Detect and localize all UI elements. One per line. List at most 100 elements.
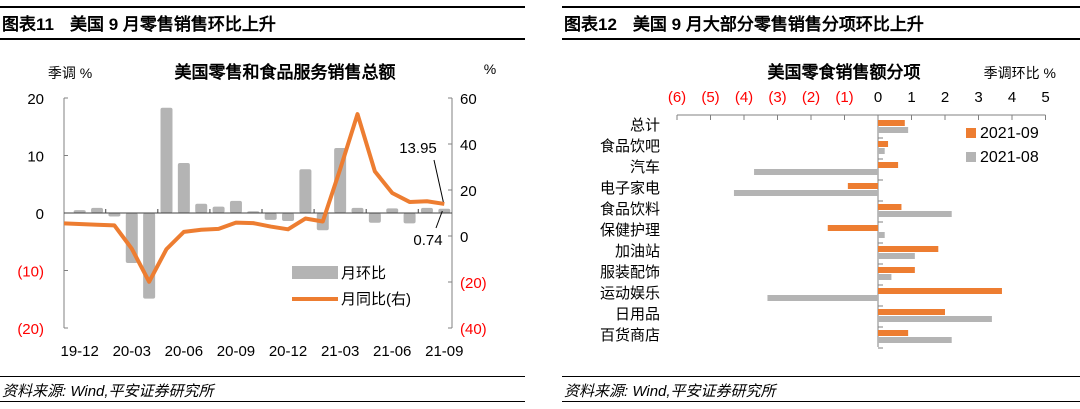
x-tick-label: 4 (1008, 89, 1016, 106)
left-y-tick-label: (20) (17, 321, 44, 338)
annotation-mom-value: 0.74 (413, 232, 442, 249)
bar-2021-09 (878, 288, 1002, 294)
mom-bar (264, 213, 277, 220)
bar-2021-09 (878, 120, 905, 126)
mom-bar (177, 162, 190, 213)
right-y-tick-label: 0 (460, 229, 468, 246)
right-figure-panel: 图表12 美国 9 月大部分零售销售分项环比上升 美国零食销售额分项 季调环比 % (… (562, 0, 1080, 409)
annotation-yoy-value: 13.95 (399, 140, 437, 157)
mom-bar (91, 207, 104, 213)
category-label: 电子家电 (600, 180, 660, 197)
category-label: 日用品 (615, 306, 660, 323)
x-tick-label: 2 (941, 89, 949, 106)
left-y-tick-label: 20 (27, 91, 44, 108)
source-bottom-rule (562, 401, 1080, 402)
bar-2021-08 (878, 127, 909, 133)
legend-label: 2021-08 (980, 149, 1039, 166)
source-top-rule (0, 376, 525, 377)
x-tick-label: 5 (1041, 89, 1049, 106)
x-tick-label: 20-03 (113, 343, 151, 360)
source-note: 资料来源: Wind,平安证券研究所 (564, 383, 776, 400)
bar-2021-09 (878, 141, 889, 147)
annotation-leader (433, 159, 444, 203)
bar-2021-08 (878, 148, 885, 154)
legend-swatch (966, 152, 976, 162)
bar-2021-09 (827, 225, 878, 231)
category-label: 汽车 (630, 159, 660, 176)
top-rule (562, 6, 1080, 8)
legend-label: 月环比 (341, 265, 386, 282)
right-axis-unit: % (484, 61, 496, 77)
x-tick-label: 20-12 (269, 343, 307, 360)
yoy-line (63, 112, 445, 284)
category-label: 食品饮料 (600, 201, 660, 218)
left-y-tick-label: (10) (17, 264, 44, 281)
category-label: 加油站 (615, 243, 660, 260)
category-label: 食品饮吧 (600, 138, 660, 155)
category-label: 运动娱乐 (600, 285, 660, 302)
x-tick-label: 3 (974, 89, 982, 106)
mom-bar (403, 213, 416, 224)
bar-2021-09 (878, 246, 939, 252)
mom-bar (386, 208, 399, 213)
x-tick-label: 0 (874, 89, 882, 106)
annotation-leader (435, 210, 443, 229)
unit-label: 季调环比 % (984, 65, 1056, 81)
bar-2021-09 (878, 309, 945, 315)
bar-2021-08 (733, 190, 878, 196)
category-label: 百货商店 (600, 327, 660, 344)
bar-2021-08 (878, 274, 892, 280)
top-rule (0, 6, 525, 8)
bar-2021-08 (878, 232, 885, 238)
mom-bar (438, 208, 451, 213)
bar-2021-08 (754, 169, 878, 175)
retail-category-bar-chart: 美国零食销售额分项 季调环比 % (6) (5) (4) (3) (2) (1) 0 1 2 3 4 5 总… (600, 62, 1056, 349)
mom-bar (299, 169, 312, 213)
mom-bar (420, 207, 433, 213)
mom-bar (195, 203, 208, 213)
chart-title: 美国零食销售额分项 (768, 62, 921, 82)
retail-sales-combo-chart: 季调 % 美国零售和食品服务销售总额 % 20 10 0 (10) (20) 60 40 20 0 (2… (17, 61, 496, 360)
title-underline (0, 38, 525, 40)
x-tick-label: (5) (701, 89, 719, 106)
x-tick-label: 21-06 (373, 343, 411, 360)
mom-bar (229, 200, 242, 213)
figure-caption: 美国 9 月大部分零售销售分项环比上升 (632, 15, 924, 34)
category-label: 总计 (630, 117, 660, 134)
x-tick-label: (6) (668, 89, 686, 106)
title-underline (562, 38, 1080, 40)
mom-bar (212, 206, 225, 213)
figure-number: 图表11 (2, 15, 54, 34)
right-y-tick-label: 60 (460, 91, 477, 108)
x-tick-label: (3) (768, 89, 786, 106)
bar-2021-09 (878, 162, 899, 168)
x-tick-label: (4) (735, 89, 753, 106)
legend-label: 2021-09 (980, 125, 1039, 142)
left-y-tick-label: 10 (27, 149, 44, 166)
bar-2021-09 (878, 204, 902, 210)
x-tick-label: 21-03 (321, 343, 359, 360)
x-tick-label: (2) (802, 89, 820, 106)
mom-bar (282, 213, 295, 222)
x-tick-label: 21-09 (425, 343, 463, 360)
bar-2021-09 (847, 183, 878, 189)
right-y-tick-label: (40) (460, 321, 487, 338)
bar-2021-08 (767, 295, 878, 301)
figure-title: 图表11 美国 9 月零售销售环比上升 (2, 10, 276, 35)
bar-2021-08 (878, 337, 952, 343)
mom-bar (351, 207, 364, 213)
category-label: 保健护理 (600, 222, 660, 239)
right-y-tick-label: 40 (460, 137, 477, 154)
figure-number: 图表12 (564, 15, 617, 34)
legend-swatch-bar (292, 266, 338, 279)
category-label: 服装配饰 (600, 264, 660, 281)
right-y-tick-label: (20) (460, 275, 487, 292)
x-tick-label: 1 (907, 89, 915, 106)
bar-2021-08 (878, 316, 992, 322)
figure-caption: 美国 9 月零售销售环比上升 (69, 15, 276, 34)
bar-2021-08 (878, 211, 952, 217)
x-tick-label: 19-12 (60, 343, 98, 360)
mom-bar (368, 213, 381, 223)
bar-2021-08 (878, 253, 915, 259)
x-tick-label: (1) (835, 89, 853, 106)
